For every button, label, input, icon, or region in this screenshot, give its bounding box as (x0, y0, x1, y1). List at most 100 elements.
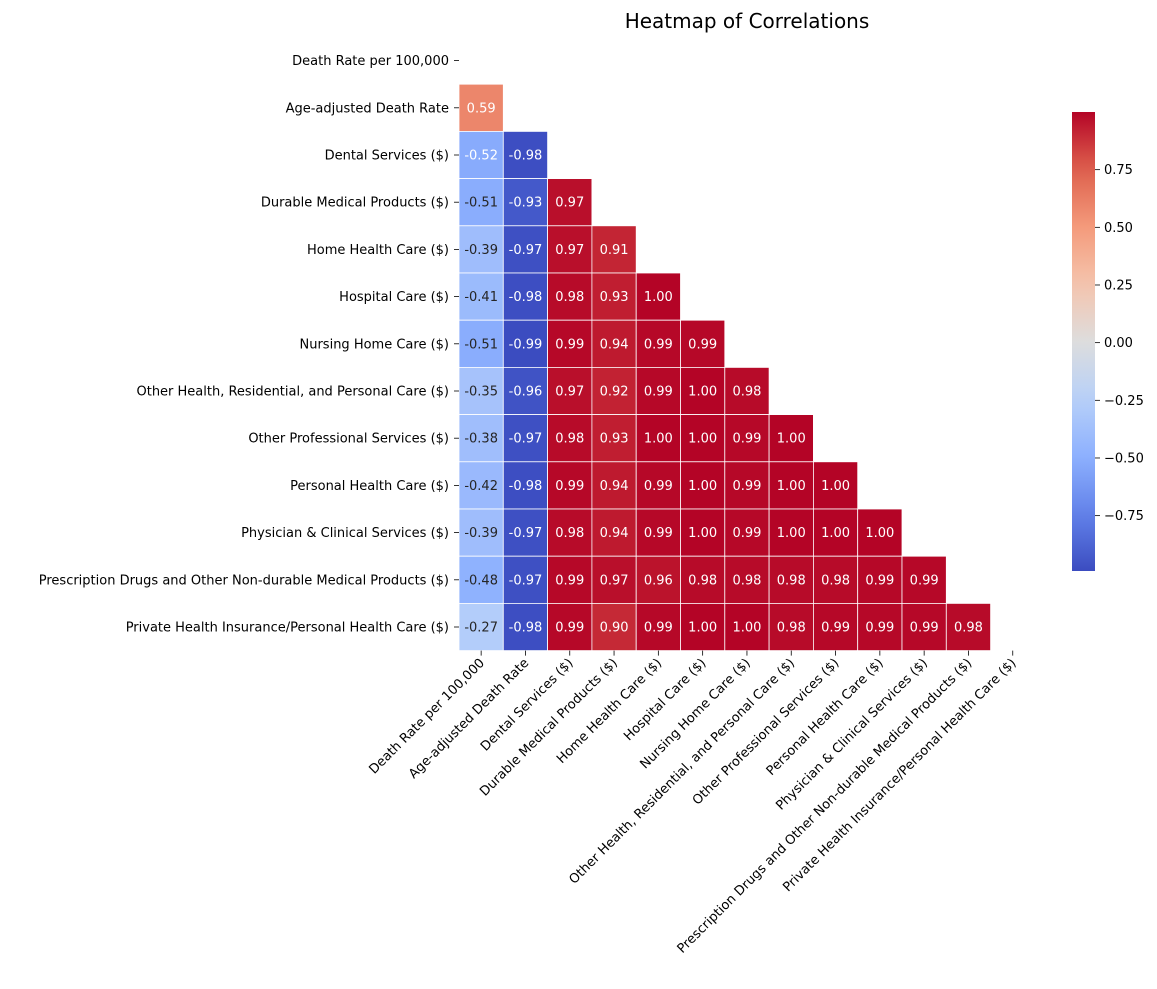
cell-value-label: 0.99 (644, 621, 673, 636)
cell-value-label: -0.98 (509, 479, 543, 494)
cell-value-label: 0.97 (600, 573, 629, 588)
heatmap-cell (857, 508, 903, 557)
heatmap-cell (591, 319, 637, 368)
cell-value-label: -0.41 (464, 290, 498, 305)
cell-value-label: 0.94 (600, 337, 629, 352)
cell-value-label: -0.27 (464, 621, 498, 636)
heatmap-cell (502, 130, 548, 179)
cell-value-label: 0.98 (821, 573, 850, 588)
heatmap-cell (680, 555, 726, 604)
cell-value-label: 1.00 (777, 479, 806, 494)
heatmap-cell (680, 603, 726, 652)
cell-value-label: -0.99 (509, 337, 543, 352)
cell-value-label: -0.39 (464, 243, 498, 258)
heatmap-cell (768, 603, 814, 652)
cell-value-label: 0.99 (555, 479, 584, 494)
cell-value-label: 0.99 (555, 573, 584, 588)
colorbar-gradient (1072, 112, 1095, 571)
cell-value-label: -0.97 (509, 573, 543, 588)
cell-value-label: 0.99 (865, 621, 894, 636)
heatmap-cell (591, 461, 637, 510)
cell-value-label: 0.99 (644, 526, 673, 541)
cell-value-label: 0.98 (555, 290, 584, 305)
heatmap-cell (502, 225, 548, 274)
y-axis-tick-labels: Death Rate per 100,000 Age-adjusted Death… (39, 54, 459, 636)
heatmap-cell (857, 603, 903, 652)
cell-value-label: 1.00 (644, 290, 673, 305)
heatmap-cell (813, 508, 859, 557)
heatmap-cell (547, 319, 593, 368)
cell-value-label: -0.96 (509, 385, 543, 400)
cell-value-label: -0.97 (509, 526, 543, 541)
cell-value-label: -0.51 (464, 196, 498, 211)
cell-value-label: 0.98 (732, 385, 761, 400)
cell-value-label: -0.98 (509, 290, 543, 305)
cell-value-label: 0.99 (910, 621, 939, 636)
cell-value-label: 0.99 (821, 621, 850, 636)
cell-value-label: -0.39 (464, 526, 498, 541)
cell-value-label: 0.99 (688, 337, 717, 352)
cell-value-label: -0.93 (509, 196, 543, 211)
cell-value-label: 0.91 (600, 243, 629, 258)
cell-value-label: -0.48 (464, 573, 498, 588)
y-tick-label: Other Health, Residential, and Personal … (136, 385, 449, 400)
heatmap-cell (591, 603, 637, 652)
cell-value-label: 0.97 (555, 243, 584, 258)
heatmap-cell (547, 414, 593, 463)
cell-value-label: 1.00 (821, 526, 850, 541)
heatmap-cell (547, 178, 593, 227)
heatmap-cell (724, 603, 770, 652)
heatmap-cell (813, 603, 859, 652)
heatmap-cell (547, 603, 593, 652)
cell-value-label: 0.98 (555, 432, 584, 447)
cell-value-label: 0.99 (644, 385, 673, 400)
cell-value-label: 0.98 (732, 573, 761, 588)
heatmap-cell (458, 508, 504, 557)
heatmap-cell (768, 414, 814, 463)
cell-value-label: -0.51 (464, 337, 498, 352)
y-tick-label: Hospital Care ($) (339, 290, 449, 305)
cell-value-label: 0.99 (910, 573, 939, 588)
y-tick-label: Prescription Drugs and Other Non-durable… (39, 573, 449, 588)
cell-value-label: 1.00 (777, 526, 806, 541)
cell-value-label: 0.99 (644, 337, 673, 352)
chart-title: Heatmap of Correlations (625, 9, 870, 33)
cell-value-label: -0.98 (509, 621, 543, 636)
heatmap-cell (591, 272, 637, 321)
colorbar-tick-label: 0.75 (1104, 163, 1133, 178)
heatmap-cell (591, 225, 637, 274)
cell-value-label: 0.99 (555, 337, 584, 352)
heatmap-cell (458, 366, 504, 415)
cell-value-label: 1.00 (644, 432, 673, 447)
cell-value-label: 0.93 (600, 290, 629, 305)
y-tick-label: Physician & Clinical Services ($) (241, 526, 449, 541)
cell-value-label: 0.99 (555, 621, 584, 636)
heatmap-cell (813, 461, 859, 510)
heatmap-cell (547, 508, 593, 557)
colorbar-tick-label: 0.50 (1104, 221, 1133, 236)
y-tick-label: Durable Medical Products ($) (261, 196, 449, 211)
cell-value-label: 0.98 (777, 621, 806, 636)
cell-value-label: 0.97 (555, 385, 584, 400)
cell-value-label: -0.97 (509, 243, 543, 258)
cell-value-label: 0.94 (600, 526, 629, 541)
heatmap-cell (502, 272, 548, 321)
heatmap-cell (458, 555, 504, 604)
cell-value-label: 1.00 (688, 432, 717, 447)
heatmap-cell (768, 508, 814, 557)
cell-value-label: 0.97 (555, 196, 584, 211)
heatmap-cell (724, 366, 770, 415)
y-tick-label: Personal Health Care ($) (290, 479, 449, 494)
cell-value-label: 0.98 (688, 573, 717, 588)
heatmap-cell (591, 555, 637, 604)
cell-value-label: 1.00 (688, 385, 717, 400)
colorbar-tick-label: −0.50 (1104, 451, 1144, 466)
heatmap-cell (502, 603, 548, 652)
colorbar-tick-label: 0.25 (1104, 278, 1133, 293)
cell-value-label: 0.99 (865, 573, 894, 588)
heatmap-cell (901, 603, 947, 652)
heatmap-cell (680, 366, 726, 415)
heatmap-cell (458, 83, 504, 132)
